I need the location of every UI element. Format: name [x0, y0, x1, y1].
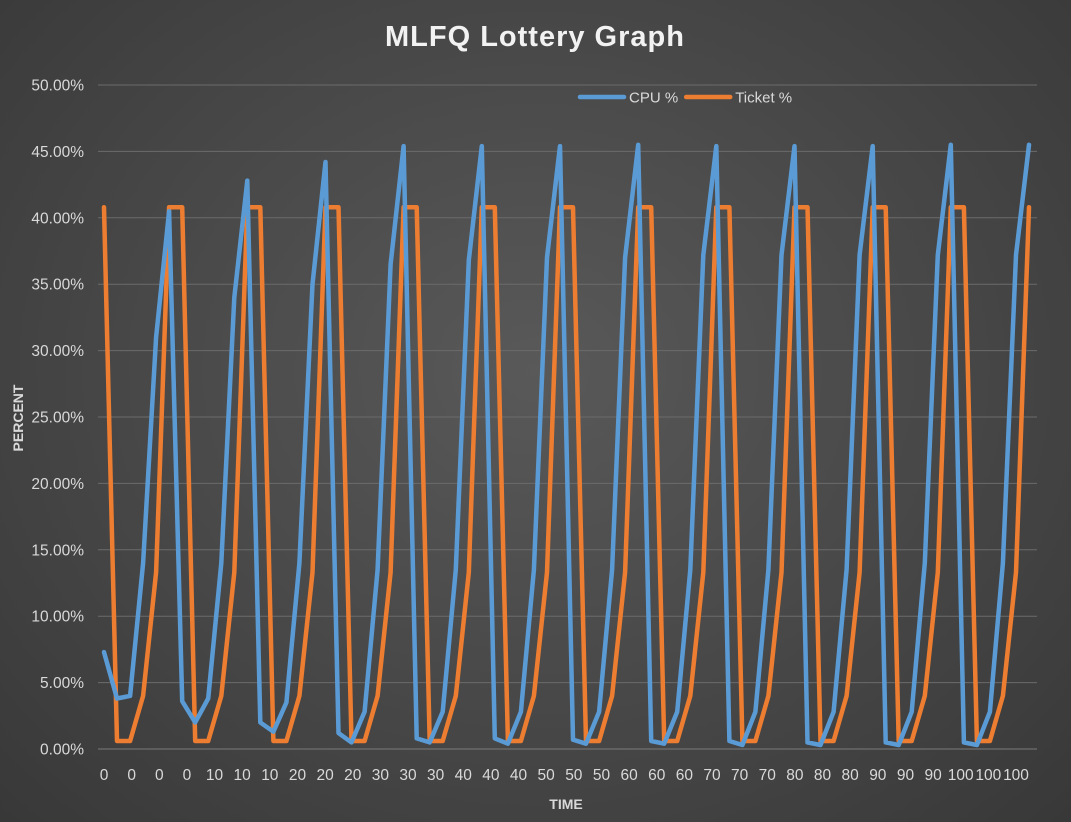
x-tick-label: 80 — [814, 767, 832, 784]
x-tick-label: 70 — [731, 767, 749, 784]
y-tick-label: 15.00% — [31, 542, 84, 559]
x-tick-label: 20 — [289, 767, 307, 784]
x-tick-label: 80 — [786, 767, 804, 784]
x-tick-label: 0 — [100, 767, 109, 784]
y-tick-label: 30.00% — [31, 343, 84, 360]
x-tick-label: 50 — [538, 767, 556, 784]
x-tick-label: 60 — [648, 767, 666, 784]
x-tick-label: 10 — [234, 767, 252, 784]
x-tick-label: 60 — [620, 767, 638, 784]
x-tick-label: 90 — [869, 767, 887, 784]
x-tick-label: 0 — [155, 767, 164, 784]
series-line-cpu — [101, 142, 1032, 748]
y-tick-label: 10.00% — [31, 609, 84, 626]
chart-title: MLFQ Lottery Graph — [385, 21, 685, 53]
x-tick-label: 0 — [127, 767, 136, 784]
y-tick-label: 40.00% — [31, 210, 84, 227]
y-axis-ticks: 0.00% 5.00% 10.00% 15.00% 20.00% 25.00% 30.00%… — [31, 78, 84, 759]
x-axis-ticks: 0 0 0 0 10 10 10 20 20 20 30 30 30 40 40 40 50 50 50 60 60 60… — [100, 767, 1030, 784]
y-tick-label: 50.00% — [31, 78, 84, 95]
y-tick-label: 35.00% — [31, 277, 84, 294]
x-tick-label: 40 — [455, 767, 473, 784]
x-tick-label: 40 — [482, 767, 500, 784]
x-tick-label: 20 — [344, 767, 362, 784]
x-tick-label: 70 — [703, 767, 721, 784]
y-tick-label: 25.00% — [31, 410, 84, 427]
legend-label-ticket: Ticket % — [735, 90, 792, 107]
x-tick-label: 10 — [206, 767, 224, 784]
series-lines — [101, 142, 1032, 748]
x-tick-label: 90 — [924, 767, 942, 784]
x-tick-label: 30 — [399, 767, 417, 784]
x-tick-label: 100 — [1003, 767, 1029, 784]
x-tick-label: 50 — [565, 767, 583, 784]
y-tick-label: 0.00% — [40, 742, 84, 759]
y-tick-label: 5.00% — [40, 675, 84, 692]
x-tick-label: 100 — [975, 767, 1001, 784]
x-tick-label: 20 — [316, 767, 334, 784]
x-tick-label: 30 — [427, 767, 445, 784]
x-tick-label: 10 — [261, 767, 279, 784]
x-tick-label: 0 — [183, 767, 192, 784]
x-tick-label: 40 — [510, 767, 528, 784]
legend: CPU % Ticket % — [577, 90, 792, 107]
x-tick-label: 90 — [897, 767, 915, 784]
x-axis-label: TIME — [549, 796, 582, 812]
x-tick-label: 30 — [372, 767, 390, 784]
x-tick-label: 60 — [676, 767, 694, 784]
y-tick-label: 20.00% — [31, 476, 84, 493]
y-axis-label: PERCENT — [10, 384, 26, 451]
x-tick-label: 50 — [593, 767, 611, 784]
x-tick-label: 80 — [842, 767, 860, 784]
legend-label-cpu: CPU % — [629, 90, 678, 107]
y-tick-label: 45.00% — [31, 144, 84, 161]
x-tick-label: 100 — [948, 767, 974, 784]
x-tick-label: 70 — [759, 767, 777, 784]
